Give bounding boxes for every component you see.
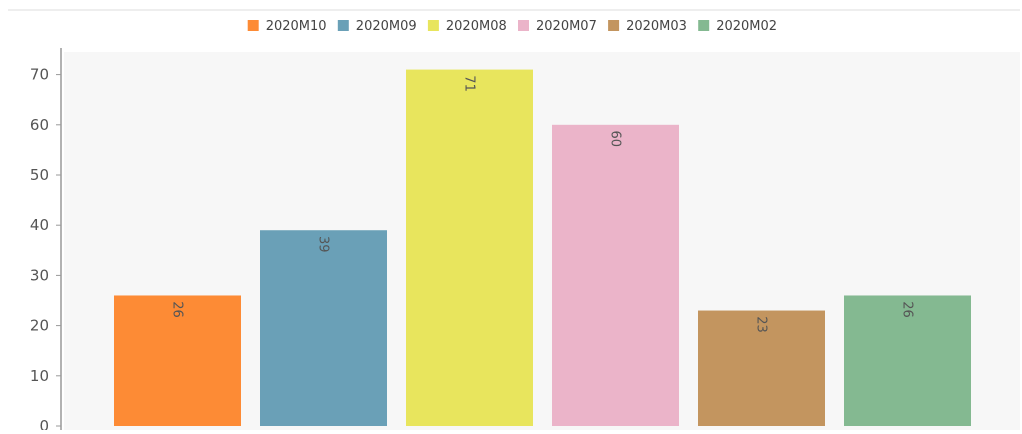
y-tick-label: 40 <box>30 216 49 234</box>
legend-item: 2020M10 <box>247 19 327 34</box>
legend-label: 2020M07 <box>536 19 597 34</box>
bars <box>114 69 971 427</box>
legend-swatch <box>247 20 259 31</box>
legend-label: 2020M02 <box>716 19 777 34</box>
bar-2020m08 <box>406 69 533 426</box>
legend-item: 2020M03 <box>608 19 687 34</box>
legend-label: 2020M09 <box>356 19 417 34</box>
legend-swatch <box>427 20 439 31</box>
bar-2020m09 <box>260 230 387 426</box>
bar-value-label: 39 <box>316 236 331 253</box>
legend-swatch <box>608 20 620 31</box>
legend-swatch <box>518 20 529 31</box>
y-tick-label: 0 <box>39 417 49 430</box>
legend: 2020M10 2020M09 2020M08 2020M07 2020M03 2020M… <box>247 19 777 34</box>
legend-item: 2020M09 <box>337 19 417 34</box>
y-tick-label: 20 <box>30 317 49 335</box>
legend-swatch <box>337 20 349 31</box>
legend-label: 2020M03 <box>626 19 687 34</box>
legend-item: 2020M08 <box>427 19 507 34</box>
y-tick-label: 10 <box>30 367 49 385</box>
bar-value-label: 71 <box>462 75 477 92</box>
bar-value-label: 26 <box>170 301 185 318</box>
bar-2020m07 <box>552 124 679 427</box>
legend-item: 2020M02 <box>698 19 777 34</box>
bar-value-label: 26 <box>900 301 915 318</box>
bar-value-label: 23 <box>754 316 769 333</box>
y-tick-label: 70 <box>30 66 49 84</box>
y-tick-label: 50 <box>30 166 49 184</box>
legend-swatch <box>698 20 710 31</box>
legend-label: 2020M10 <box>266 19 327 34</box>
bar-2020m02 <box>844 295 971 426</box>
y-tick-label: 60 <box>30 116 49 134</box>
y-axis: 0 10 20 30 40 50 60 70 <box>30 48 62 434</box>
bar-value-label: 60 <box>608 131 623 148</box>
bar-2020m10 <box>114 295 241 426</box>
legend-label: 2020M08 <box>446 19 507 34</box>
y-tick-label: 30 <box>30 266 49 284</box>
data-labels: 26 39 71 60 23 26 <box>170 75 915 333</box>
bar-2020m03 <box>698 310 825 426</box>
legend-item: 2020M07 <box>518 19 597 34</box>
